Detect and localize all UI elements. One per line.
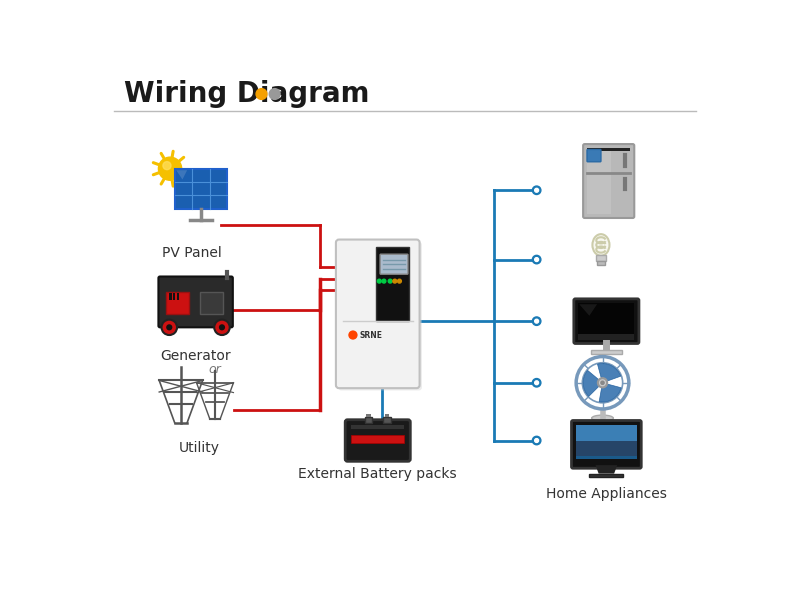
Text: or: or — [209, 363, 221, 376]
Circle shape — [256, 89, 267, 99]
Text: Wiring Diagram: Wiring Diagram — [123, 80, 369, 108]
Ellipse shape — [592, 234, 609, 256]
Wedge shape — [599, 383, 621, 402]
FancyBboxPatch shape — [380, 254, 408, 274]
Circle shape — [598, 378, 608, 387]
Text: SRNE: SRNE — [359, 330, 382, 340]
Circle shape — [378, 279, 382, 283]
Polygon shape — [596, 465, 617, 473]
FancyBboxPatch shape — [571, 421, 641, 468]
Bar — [177, 294, 179, 300]
Circle shape — [382, 279, 386, 283]
Ellipse shape — [592, 415, 613, 421]
Circle shape — [600, 381, 605, 385]
Circle shape — [397, 279, 401, 283]
Bar — [166, 292, 190, 314]
Polygon shape — [579, 304, 597, 316]
Bar — [596, 255, 607, 261]
Circle shape — [535, 381, 539, 385]
Bar — [352, 435, 404, 443]
Circle shape — [535, 189, 539, 192]
Text: Home Appliances: Home Appliances — [546, 487, 667, 501]
Wedge shape — [583, 371, 603, 397]
Circle shape — [532, 255, 541, 264]
Bar — [364, 417, 372, 423]
Bar — [385, 414, 389, 417]
Wedge shape — [597, 363, 621, 383]
Bar — [597, 261, 605, 265]
Circle shape — [535, 258, 539, 261]
Text: Utility: Utility — [179, 440, 220, 454]
Circle shape — [214, 320, 230, 335]
Circle shape — [532, 317, 541, 326]
Circle shape — [535, 439, 539, 443]
Circle shape — [535, 319, 539, 323]
Circle shape — [532, 378, 541, 387]
Circle shape — [163, 161, 171, 170]
FancyBboxPatch shape — [338, 242, 422, 391]
Circle shape — [166, 324, 172, 330]
Bar — [589, 473, 623, 477]
Circle shape — [532, 436, 541, 445]
Bar — [576, 440, 637, 456]
Bar — [366, 414, 371, 417]
FancyBboxPatch shape — [587, 150, 601, 162]
Bar — [376, 247, 408, 322]
Text: External Battery packs: External Battery packs — [299, 467, 457, 480]
Polygon shape — [176, 170, 187, 180]
Bar — [173, 294, 175, 300]
Bar — [591, 350, 622, 353]
FancyBboxPatch shape — [336, 239, 419, 388]
Bar — [576, 425, 637, 459]
Bar — [578, 303, 634, 336]
Circle shape — [161, 320, 177, 335]
Bar — [200, 292, 223, 314]
FancyBboxPatch shape — [574, 299, 639, 343]
Bar — [383, 417, 391, 423]
Circle shape — [269, 89, 280, 99]
Circle shape — [393, 279, 397, 283]
Bar — [587, 148, 630, 151]
Text: PV Panel: PV Panel — [162, 246, 222, 259]
Bar — [578, 335, 634, 340]
FancyBboxPatch shape — [345, 420, 410, 462]
Circle shape — [532, 186, 541, 194]
Text: Generator: Generator — [160, 349, 231, 363]
Circle shape — [219, 324, 225, 330]
Bar — [175, 168, 228, 209]
FancyBboxPatch shape — [583, 144, 634, 218]
Bar — [576, 425, 637, 440]
Circle shape — [348, 330, 358, 340]
Bar — [587, 148, 611, 214]
Bar — [169, 294, 171, 300]
Circle shape — [388, 279, 392, 283]
FancyBboxPatch shape — [159, 277, 233, 327]
Bar — [352, 425, 404, 429]
Circle shape — [159, 157, 182, 180]
